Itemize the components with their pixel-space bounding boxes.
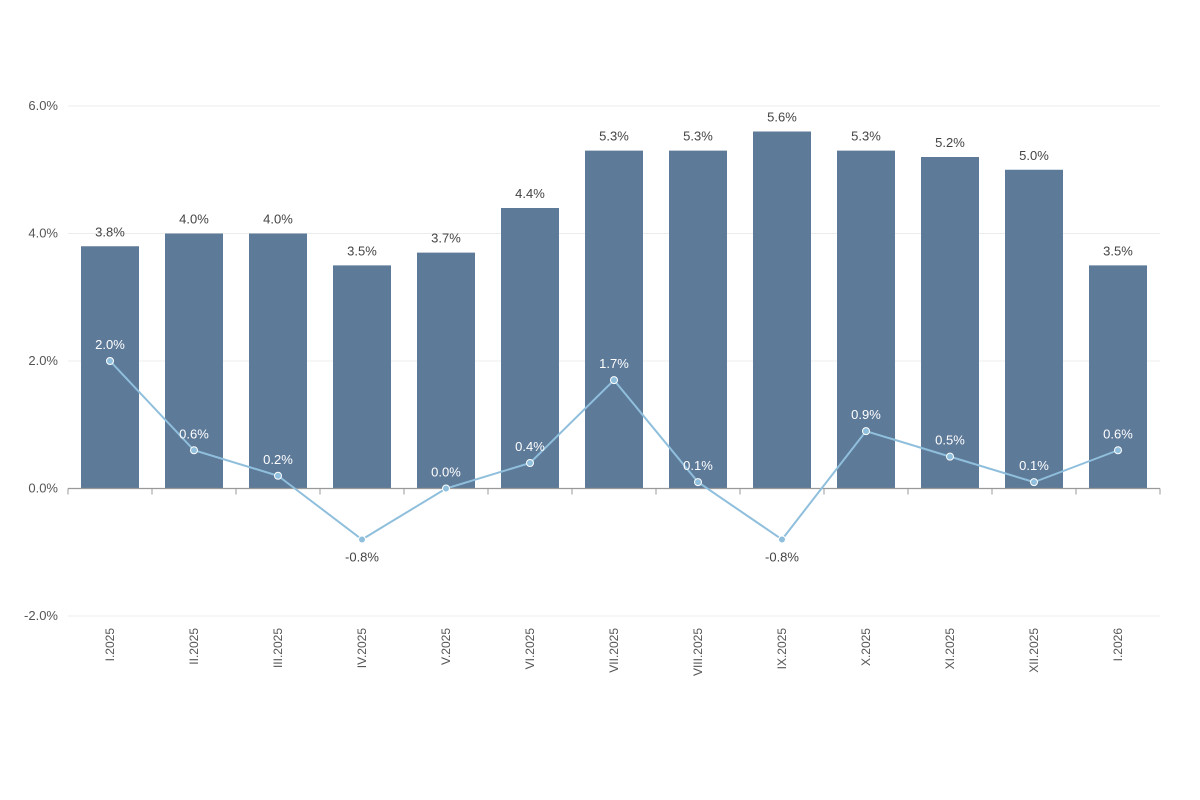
bar-data-label: 3.7% [431,231,461,246]
bar-data-label: 5.3% [599,129,629,144]
y-tick-label: 2.0% [28,353,58,368]
bar [753,131,811,489]
line-point [358,535,366,544]
line-data-label: 1.7% [599,356,629,371]
x-tick-label: II.2025 [187,628,201,665]
bar-data-label: 5.6% [767,110,797,125]
bar-data-label: 5.3% [851,129,881,144]
bar [81,246,139,489]
bar-series [81,131,1147,489]
x-tick-label: VIII.2025 [691,628,705,676]
line-data-label: 0.1% [1019,458,1049,473]
x-tick-label: XII.2025 [1027,628,1041,673]
y-tick-label: 6.0% [28,98,58,113]
bar [333,265,391,489]
line-series [106,357,1122,544]
line-data-label: 0.4% [515,439,545,454]
line-data-label: 0.6% [1103,426,1133,441]
line-data-label: 0.5% [935,433,965,448]
line-data-labels: 2.0% 0.6% 0.2% -0.8% 0.0% 0.4% 1.7% 0.1% -0.8% 0.… [95,337,1133,565]
x-tick-label: IX.2025 [775,628,789,670]
x-axis-labels: I.2025 II.2025 III.2025 IV.2025 V.2025 VI.202… [103,628,1125,676]
bar-data-label: 5.0% [1019,148,1049,163]
x-tick-label: X.2025 [859,628,873,666]
line-data-label: 0.6% [179,426,209,441]
bar-data-label: 3.5% [1103,243,1133,258]
bar [249,233,307,489]
bar [501,208,559,489]
x-axis [67,487,1161,495]
x-tick-label: I.2026 [1111,628,1125,662]
y-tick-label: -2.0% [24,608,58,623]
x-tick-label: VI.2025 [523,628,537,670]
x-tick-label: V.2025 [439,628,453,665]
bar-data-label: 4.4% [515,186,545,201]
x-tick-label: XI.2025 [943,628,957,670]
bar-data-label: 4.0% [179,212,209,227]
bar-data-label: 3.8% [95,224,125,239]
x-tick-label: VII.2025 [607,628,621,673]
line-point [694,478,702,487]
bar [585,150,643,489]
line-data-label: 0.1% [683,458,713,473]
bar-data-label: 4.0% [263,212,293,227]
y-axis-ticks: 6.0% 4.0% 2.0% 0.0% -2.0% [24,98,58,623]
line-data-label: 0.9% [851,407,881,422]
line-point [442,484,450,493]
bar [669,150,727,489]
bar [1089,265,1147,489]
bar [1005,169,1063,489]
y-tick-label: 4.0% [28,226,58,241]
bar [921,157,979,489]
line-point [610,376,618,385]
line-point [190,446,198,455]
line-data-label: 0.0% [431,465,461,480]
y-tick-label: 0.0% [28,481,58,496]
line-data-label: 0.2% [263,452,293,467]
line-point [862,427,870,436]
line-point [106,357,114,365]
line-data-label: -0.8% [765,550,799,565]
bar [165,233,223,489]
line-point [946,452,954,461]
bar-data-label: 3.5% [347,243,377,258]
line-data-label: 2.0% [95,337,125,352]
line-data-label: -0.8% [345,550,379,565]
bar-data-label: 5.3% [683,129,713,144]
line-point [526,459,534,467]
line-point [274,471,282,480]
bar [417,252,475,489]
x-tick-label: III.2025 [271,628,285,668]
x-tick-label: IV.2025 [355,628,369,669]
line-point [778,535,786,544]
bar-data-label: 5.2% [935,135,965,150]
bar-data-labels: 3.8% 4.0% 4.0% 3.5% 3.7% 4.4% 5.3% 5.3% 5.6% 5.3%… [95,110,1133,259]
x-tick-label: I.2025 [103,628,117,662]
line-point [1030,478,1038,487]
line-point [1114,446,1122,455]
